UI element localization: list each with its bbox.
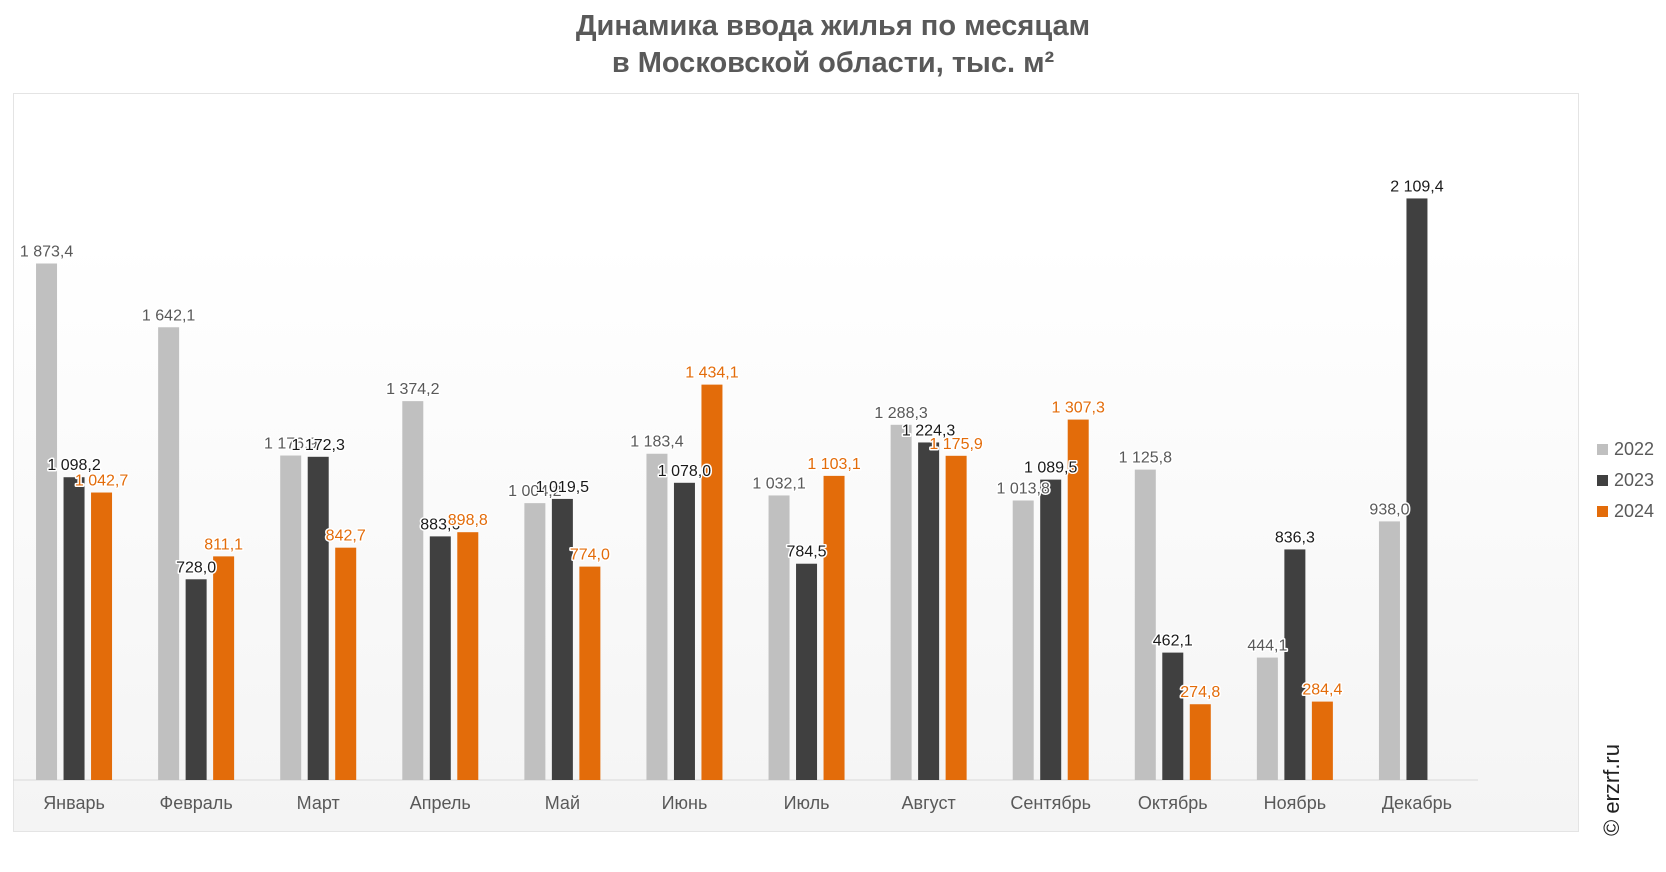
x-tick-label-11: Ноябрь xyxy=(1264,793,1326,813)
data-label-2024-1: 1 042,7 xyxy=(75,473,128,490)
data-label-2022-9: 1 013,8 xyxy=(997,480,1050,497)
bar-2022-12 xyxy=(1378,521,1400,780)
data-label-2024-6: 1 434,1 xyxy=(685,365,738,382)
bar-2024-6 xyxy=(701,384,723,780)
legend-swatch-2024 xyxy=(1597,506,1608,517)
x-tick-label-3: Март xyxy=(297,793,340,813)
x-tick-label-6: Июнь xyxy=(662,793,708,813)
data-label-2022-4: 1 374,2 xyxy=(386,381,439,398)
data-label-2022-1: 1 873,4 xyxy=(20,244,73,261)
bar-2024-9 xyxy=(1067,419,1089,780)
x-tick-label-12: Декабрь xyxy=(1382,793,1452,813)
chart-title-line-1: Динамика ввода жилья по месяцам xyxy=(575,10,1091,42)
legend-label-2022: 2022 xyxy=(1614,439,1655,459)
bar-2023-1 xyxy=(63,477,85,780)
chart-title: Динамика ввода жилья по месяцам в Москов… xyxy=(0,8,1666,82)
data-label-2022-11: 444,1 xyxy=(1247,638,1287,655)
data-label-2023-4: 883,6 xyxy=(420,516,460,533)
data-label-2022-3: 1 176,9 xyxy=(264,436,317,453)
data-label-2023-5: 1 019,5 xyxy=(536,479,589,496)
bar-2024-8 xyxy=(945,455,967,780)
data-label-2023-10: 462,1 xyxy=(1153,633,1193,650)
legend-item-2022: 2022 xyxy=(1597,434,1654,465)
data-label-2023-11: 836,3 xyxy=(1275,529,1315,546)
data-label-2024-2: 811,1 xyxy=(204,536,243,553)
bar-2024-5 xyxy=(579,566,601,780)
bar-2022-8 xyxy=(890,424,912,780)
bar-2024-11 xyxy=(1311,701,1333,780)
data-label-2022-12: 938,0 xyxy=(1369,501,1409,518)
data-label-2022-8: 1 288,3 xyxy=(874,405,927,422)
data-label-2022-6: 1 183,4 xyxy=(630,434,683,451)
x-tick-label-5: Май xyxy=(545,793,580,813)
data-label-2023-7: 784,5 xyxy=(787,544,827,561)
data-label-2024-5: 774,0 xyxy=(570,547,610,564)
data-label-2022-10: 1 125,8 xyxy=(1119,450,1172,467)
data-label-2022-7: 1 032,1 xyxy=(752,475,805,492)
legend-label-2023: 2023 xyxy=(1614,470,1655,490)
bar-2023-7 xyxy=(796,563,818,780)
bar-2023-8 xyxy=(918,442,940,780)
bar-2023-5 xyxy=(551,498,573,780)
bar-2023-4 xyxy=(429,536,451,780)
legend-swatch-2023 xyxy=(1597,475,1608,486)
data-label-2024-7: 1 103,1 xyxy=(807,456,860,473)
bar-2024-4 xyxy=(457,532,479,780)
bar-2023-3 xyxy=(307,456,329,780)
source-watermark: © erzrf.ru xyxy=(1599,744,1624,836)
x-tick-label-9: Сентябрь xyxy=(1010,793,1091,813)
legend-item-2024: 2024 xyxy=(1597,496,1654,527)
data-label-2024-10: 274,8 xyxy=(1180,684,1220,701)
x-tick-label-1: Январь xyxy=(43,793,105,813)
bar-2023-10 xyxy=(1162,652,1184,780)
bar-2022-2 xyxy=(158,327,180,780)
data-label-2022-5: 1 004,2 xyxy=(508,483,561,500)
data-label-2023-2: 728,0 xyxy=(176,559,216,576)
bar-2024-3 xyxy=(335,547,357,780)
bar-2024-10 xyxy=(1189,704,1211,780)
x-tick-label-7: Июль xyxy=(784,793,830,813)
data-label-2023-3: 1 172,3 xyxy=(292,437,345,454)
data-label-2024-9: 1 307,3 xyxy=(1052,400,1105,417)
bar-2022-1 xyxy=(36,263,58,780)
data-label-2024-3: 842,7 xyxy=(326,528,366,545)
bar-2022-9 xyxy=(1012,500,1034,780)
x-tick-label-8: Август xyxy=(902,793,956,813)
data-label-2022-2: 1 642,1 xyxy=(142,307,195,324)
data-label-2024-11: 284,4 xyxy=(1302,682,1342,699)
legend-label-2024: 2024 xyxy=(1614,501,1655,521)
data-label-2024-8: 1 175,9 xyxy=(929,436,982,453)
data-label-2024-4: 898,8 xyxy=(448,512,488,529)
bar-2022-5 xyxy=(524,503,546,780)
legend-swatch-2022 xyxy=(1597,444,1608,455)
bar-2024-1 xyxy=(91,492,113,780)
bar-2023-6 xyxy=(673,482,695,780)
data-label-2023-12: 2 109,4 xyxy=(1390,178,1443,195)
bar-2022-4 xyxy=(402,401,424,780)
bar-2024-2 xyxy=(213,556,235,780)
bar-2023-12 xyxy=(1406,198,1428,780)
bar-2022-6 xyxy=(646,453,668,780)
bar-2022-3 xyxy=(280,455,302,780)
bar-2024-7 xyxy=(823,475,845,780)
bar-2023-2 xyxy=(185,579,207,780)
bar-2023-9 xyxy=(1040,479,1062,780)
legend: 2022 2023 2024 xyxy=(1597,434,1654,527)
data-label-2023-9: 1 089,5 xyxy=(1024,460,1077,477)
x-tick-label-2: Февраль xyxy=(160,793,233,813)
bar-2023-11 xyxy=(1284,549,1306,780)
data-label-2023-6: 1 078,0 xyxy=(658,463,711,480)
x-tick-label-10: Октябрь xyxy=(1138,793,1208,813)
bar-2022-10 xyxy=(1134,469,1156,780)
x-tick-label-4: Апрель xyxy=(410,793,471,813)
bar-2022-7 xyxy=(768,495,790,780)
data-label-2023-1: 1 098,2 xyxy=(47,457,100,474)
chart-title-line-2: в Московской области, тыс. м² xyxy=(611,47,1055,79)
bar-2022-11 xyxy=(1256,657,1278,780)
data-label-2023-8: 1 224,3 xyxy=(902,422,955,439)
legend-item-2023: 2023 xyxy=(1597,465,1654,496)
